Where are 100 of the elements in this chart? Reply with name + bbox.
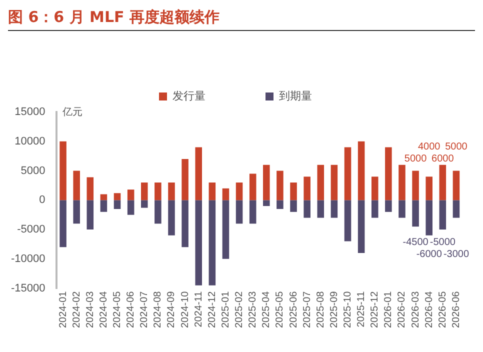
x-tick-label: 2024-12	[206, 290, 218, 328]
bar	[398, 164, 406, 200]
bar	[330, 200, 338, 218]
x-tick-label: 2025-02	[234, 290, 246, 328]
bar	[317, 200, 324, 218]
x-tick-label: 2025-05	[274, 290, 286, 328]
x-tick-label: 2025-06	[288, 290, 300, 328]
y-tick-label: -5000	[17, 224, 46, 236]
bar	[290, 200, 297, 212]
data-label: 5000	[404, 154, 428, 165]
bar	[385, 200, 392, 212]
data-label: 4000	[418, 142, 441, 153]
x-tick-label: 2024-05	[112, 290, 124, 328]
data-label: -6000	[416, 249, 442, 260]
bar	[304, 200, 310, 218]
bar	[127, 200, 134, 215]
y-tick-label: 15000	[14, 106, 46, 118]
x-tick-label: 2025-11	[356, 290, 368, 328]
bar	[439, 164, 446, 200]
bar	[60, 141, 66, 200]
bar	[358, 141, 365, 200]
data-label: 5000	[445, 142, 468, 153]
data-label: -5000	[430, 237, 456, 248]
x-tick-label: 2026-01	[383, 290, 394, 328]
x-tick-label: 2025-08	[315, 290, 326, 328]
bar	[249, 200, 256, 224]
legend-label: 发行量	[172, 89, 206, 102]
bar	[426, 176, 432, 200]
bar	[208, 200, 216, 286]
bar	[73, 170, 80, 200]
x-tick-label: 2024-08	[152, 290, 164, 328]
data-label: 6000	[432, 154, 454, 165]
bar	[358, 200, 365, 254]
bar	[371, 200, 378, 218]
bar	[140, 182, 148, 200]
bar	[317, 164, 324, 200]
legend-label: 到期量	[279, 89, 312, 102]
x-tick-label: 2025-10	[342, 290, 354, 328]
bar	[182, 159, 188, 200]
bar	[412, 200, 419, 227]
x-tick-label: 2026-02	[396, 290, 408, 328]
bar	[86, 200, 94, 230]
x-tick-label: 2025-12	[370, 290, 381, 328]
x-tick-label: 2026-03	[410, 290, 422, 328]
bar	[290, 182, 297, 200]
bar	[236, 200, 243, 224]
bar	[208, 182, 216, 200]
bar	[439, 200, 446, 230]
bar	[249, 174, 256, 200]
bar	[398, 200, 406, 218]
x-tick-label: 2024-10	[180, 290, 191, 328]
bar	[330, 164, 338, 200]
x-tick-label: 2025-01	[220, 290, 232, 328]
bar	[195, 200, 202, 286]
y-tick-label: -10000	[10, 252, 46, 265]
x-tick-label: 2025-04	[261, 290, 272, 328]
bar	[100, 200, 108, 212]
x-tick-label: 2026-05	[437, 290, 448, 328]
bar	[344, 200, 352, 242]
y-axis-title: 亿元	[61, 106, 82, 118]
bar	[154, 182, 162, 200]
bar	[222, 188, 230, 200]
x-tick-label: 2025-03	[248, 290, 259, 328]
x-tick-label: 2024-01	[58, 290, 69, 328]
x-tick-label: 2024-09	[166, 290, 178, 328]
x-tick-label: 2024-04	[98, 290, 110, 328]
bar	[236, 182, 243, 200]
bar	[86, 177, 94, 200]
bar	[100, 194, 108, 200]
x-tick-label: 2026-04	[424, 290, 435, 328]
bar	[412, 170, 419, 200]
x-tick-label: 2025-07	[302, 290, 313, 328]
bar	[154, 200, 162, 224]
y-tick-label: -15000	[10, 282, 46, 294]
y-tick-label: 5000	[20, 164, 46, 177]
bar	[114, 193, 121, 200]
bar	[127, 190, 134, 200]
bar	[263, 200, 270, 206]
bar	[182, 200, 188, 248]
bar	[114, 200, 121, 209]
bar	[385, 147, 392, 200]
x-tick-label: 2024-02	[71, 290, 82, 328]
x-tick-label: 2024-03	[84, 290, 96, 328]
bar	[344, 147, 352, 200]
x-tick-label: 2024-11	[193, 290, 204, 328]
bar	[452, 200, 460, 218]
bar	[73, 200, 80, 224]
y-tick-label: 0	[39, 194, 46, 206]
bar	[426, 200, 432, 236]
chart-title: 图 6：6 月 MLF 再度超额续作	[8, 8, 475, 31]
bar	[276, 200, 284, 209]
bar	[263, 164, 270, 200]
y-tick-label: 10000	[14, 135, 46, 148]
data-label: -3000	[443, 249, 470, 260]
bar	[276, 170, 284, 200]
data-label: -4500	[402, 237, 429, 248]
bar	[195, 147, 202, 200]
x-tick-label: 2024-07	[139, 290, 150, 328]
bar	[168, 182, 175, 200]
bar	[371, 176, 378, 200]
